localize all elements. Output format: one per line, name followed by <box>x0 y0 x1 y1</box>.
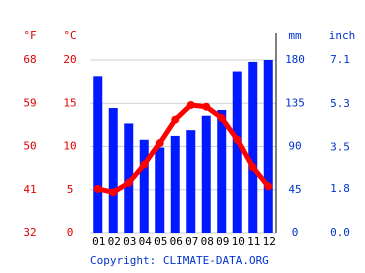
bar <box>170 135 180 233</box>
x-tick-label: 07 <box>185 235 198 248</box>
temperature-point <box>202 102 211 111</box>
temperature-point <box>171 115 180 124</box>
source: Copyright: CLIMATE-DATA.ORG <box>90 254 269 267</box>
temperature-point <box>217 113 226 122</box>
x-tick-label: 09 <box>216 235 229 248</box>
yticks-label: 10 <box>63 140 76 153</box>
bar <box>263 60 273 233</box>
x-tick-label: 12 <box>263 235 276 248</box>
y3ticks-label: 50 <box>23 140 36 153</box>
x-tick-label: 04 <box>139 235 153 248</box>
bar <box>248 61 258 233</box>
x-tick-label: 02 <box>108 235 121 248</box>
x-tick-label: 10 <box>232 235 245 248</box>
y2ticks-label: 0 <box>292 226 299 239</box>
bar <box>124 123 134 233</box>
y2ticks-label: 135 <box>285 96 305 109</box>
temperature-point <box>109 188 118 197</box>
x-tick-label: 06 <box>170 235 183 248</box>
x-tick-label: 11 <box>247 235 260 248</box>
bar <box>155 147 165 233</box>
temperature-line <box>95 102 271 195</box>
y4ticks-label: 7.1 <box>330 53 350 66</box>
bar <box>186 130 196 233</box>
temperature-point <box>186 100 195 109</box>
x-tick-label: 01 <box>92 235 105 248</box>
y2ticks-label: 90 <box>288 140 301 153</box>
bar <box>139 139 149 233</box>
y3ticks-label: 41 <box>23 183 36 196</box>
x-tick-label: 05 <box>154 235 167 248</box>
bar <box>232 71 242 234</box>
y4ticks-label: 0.0 <box>330 226 350 239</box>
temperature-point <box>140 160 149 169</box>
y4ticks-label: 1.8 <box>330 182 350 195</box>
x-tick-label: 08 <box>201 235 214 248</box>
temperature-point <box>124 178 133 187</box>
temperature-point <box>233 135 242 144</box>
y2ticks-label: 45 <box>288 183 301 196</box>
yticks-label: 5 <box>67 183 74 196</box>
yticks-label: 20 <box>63 53 76 66</box>
inch-axis-unit: inch <box>329 29 356 42</box>
temperature-point <box>93 184 102 193</box>
yticks-label: 0 <box>67 226 74 239</box>
yticks-label: 15 <box>63 96 76 109</box>
temperature-point <box>155 139 164 148</box>
x-tick-label: 03 <box>123 235 136 248</box>
y3ticks-label: 68 <box>23 53 36 66</box>
c-axis-unit: °C <box>63 29 76 42</box>
bar <box>93 76 103 233</box>
y3ticks-label: 32 <box>23 226 36 239</box>
y4ticks-label: 3.5 <box>330 141 350 154</box>
y2ticks-label: 180 <box>285 53 305 66</box>
temperature-point <box>248 163 257 172</box>
bar <box>201 115 211 233</box>
bar <box>217 109 227 233</box>
f-axis-unit: °F <box>23 29 36 42</box>
temperature-point <box>264 182 273 191</box>
y4ticks-label: 5.3 <box>330 97 350 110</box>
y3ticks-label: 59 <box>23 96 36 109</box>
bar <box>108 108 118 233</box>
mm-axis-unit: mm <box>288 29 302 42</box>
